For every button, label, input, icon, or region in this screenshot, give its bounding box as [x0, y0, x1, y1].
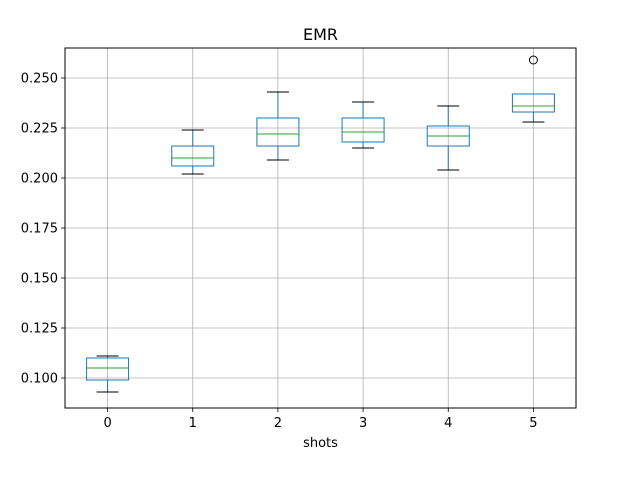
- y-tick-label: 0.250: [21, 72, 58, 87]
- box-group-1: [171, 129, 215, 175]
- box-group-5: [511, 55, 555, 123]
- iqr-box: [171, 145, 215, 167]
- x-tick-label: 1: [189, 416, 197, 431]
- iqr-box: [341, 117, 385, 143]
- box-group-4: [426, 105, 470, 171]
- box-group-0: [86, 355, 130, 393]
- iqr-box: [511, 93, 555, 113]
- x-axis-label: shots: [303, 436, 338, 451]
- iqr-box: [86, 357, 130, 381]
- y-tick-label: 0.200: [21, 172, 58, 187]
- iqr-box: [256, 117, 300, 147]
- x-tick-label: 0: [103, 416, 111, 431]
- x-tick-label: 3: [359, 416, 367, 431]
- grid-layer: [65, 48, 576, 408]
- chart-title: EMR: [303, 25, 338, 44]
- x-tick-label: 4: [444, 416, 452, 431]
- tick-layer: 0.100 0.125 0.150 0.175 0.200 0.225 0.250 0 1 2 3 4…: [21, 72, 538, 432]
- y-tick-label: 0.150: [21, 272, 58, 287]
- y-tick-label: 0.225: [21, 122, 58, 137]
- box-group-2: [256, 91, 300, 161]
- y-tick-label: 0.125: [21, 322, 58, 337]
- x-tick-label: 2: [274, 416, 282, 431]
- box-group-3: [341, 101, 385, 149]
- box-layer: [86, 55, 555, 393]
- y-tick-label: 0.175: [21, 222, 58, 237]
- outlier-point: [528, 55, 538, 65]
- y-tick-label: 0.100: [21, 372, 58, 387]
- x-tick-label: 5: [529, 416, 537, 431]
